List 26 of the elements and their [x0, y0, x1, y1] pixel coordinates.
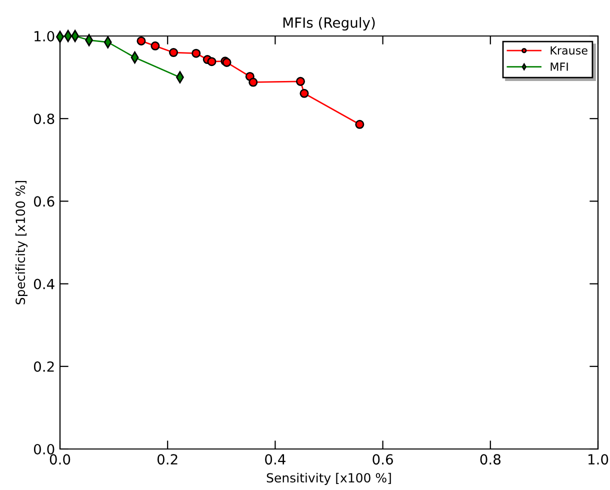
point: [169, 48, 178, 58]
point: [248, 78, 258, 87]
y-tick-label: 0.6: [34, 196, 54, 207]
point: [150, 41, 160, 50]
point: [355, 120, 364, 129]
x-tick-label: 0.6: [372, 454, 393, 465]
x-axis-title: Sensitivity [x100 %]: [266, 472, 391, 485]
legend-label: Krause: [550, 46, 588, 55]
y-tick-label: 0.2: [34, 361, 54, 372]
point: [136, 36, 146, 46]
x-tick-label: 0.2: [157, 454, 178, 465]
point: [296, 76, 305, 86]
chart-title: MFIs (Reguly): [283, 17, 375, 31]
y-tick-label: 0.0: [34, 444, 54, 454]
x-tick-label: 0.4: [265, 454, 286, 465]
y-axis-title: Specificity [x100 %]: [15, 180, 28, 304]
point: [207, 57, 216, 66]
x-tick-label: 0.0: [50, 454, 70, 465]
y-tick-label: 0.4: [34, 278, 54, 290]
point: [300, 88, 309, 98]
x-tick-label: 0.8: [480, 454, 500, 465]
y-tick-label: 0.8: [34, 114, 54, 124]
legend-label: MFI: [550, 62, 568, 71]
point: [192, 48, 201, 58]
y-tick-label: 1.0: [34, 30, 54, 42]
x-tick-label: 1.0: [588, 454, 608, 465]
